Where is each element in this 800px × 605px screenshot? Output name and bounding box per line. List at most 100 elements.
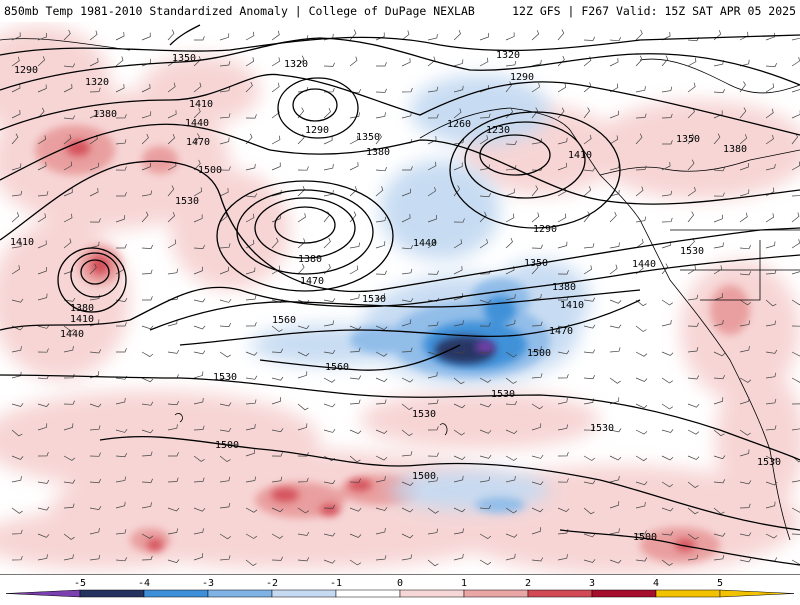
wind-barb (453, 108, 462, 119)
wind-barb (739, 503, 751, 509)
wind-barb (635, 403, 648, 409)
wind-barb (271, 397, 282, 405)
contour-label: 1500 (527, 348, 551, 359)
wind-barb (635, 377, 648, 382)
colorbar-tick-label: 3 (589, 578, 595, 589)
wind-barb (141, 111, 152, 119)
wind-barb (531, 293, 542, 301)
wind-barb (557, 213, 567, 223)
wind-barb (765, 83, 775, 93)
wind-barb (375, 241, 386, 249)
wind-barb (662, 140, 673, 145)
wind-barb (193, 528, 204, 535)
wind-barb (142, 296, 153, 301)
wind-barb (739, 189, 750, 197)
wind-barb (713, 167, 726, 172)
wind-barb (609, 377, 621, 384)
wind-barb (245, 163, 256, 171)
wind-barb (193, 107, 201, 119)
wind-barb (323, 320, 334, 327)
wind-barb (349, 347, 361, 353)
wind-barb (37, 84, 47, 93)
colorbar-high-arrow (719, 589, 795, 598)
wind-barb (167, 559, 180, 564)
wind-barb (245, 114, 257, 119)
wind-barb (375, 88, 387, 93)
wind-barb (271, 533, 284, 539)
wind-barb (401, 268, 413, 275)
wind-barb (11, 83, 21, 93)
wind-barb (557, 55, 565, 67)
wind-barb (505, 294, 516, 301)
wind-barb (297, 55, 305, 67)
wind-barb (323, 428, 336, 433)
wind-barb (11, 265, 20, 275)
wind-barb (687, 322, 699, 327)
wind-barb (739, 480, 752, 485)
wind-barb (609, 428, 622, 433)
height-contours (0, 24, 800, 566)
wind-barb (557, 187, 567, 197)
wind-barb (583, 82, 592, 93)
wind-barb (141, 325, 154, 330)
wind-barb (349, 186, 358, 197)
wind-barb (635, 165, 647, 171)
wind-barb (141, 269, 153, 275)
wind-barb (297, 166, 309, 171)
wind-barb (739, 162, 749, 171)
wind-barb (531, 107, 539, 119)
wind-barb (37, 293, 48, 301)
contour-label: 1530 (491, 389, 515, 400)
colorbar-tick-label: 0 (397, 578, 403, 589)
wind-barb (427, 56, 436, 67)
wind-barb (583, 374, 596, 380)
wind-barb (713, 88, 726, 94)
wind-barb (791, 110, 800, 119)
wind-barb (609, 58, 619, 67)
wind-barb (219, 166, 231, 171)
wind-barb (661, 319, 672, 327)
wind-barb (297, 325, 310, 330)
wind-barb (713, 429, 725, 437)
wind-barb (713, 265, 722, 275)
wind-barb (713, 479, 726, 484)
wind-barb (531, 557, 544, 562)
wind-barb (167, 400, 180, 406)
wind-barb (739, 320, 751, 327)
wind-barb (427, 476, 439, 483)
wind-barb (661, 531, 674, 536)
wind-barb (167, 268, 179, 275)
contour-label: 1530 (213, 372, 237, 383)
wind-barb (297, 238, 306, 249)
wind-barb (401, 377, 414, 383)
wind-barb (375, 351, 388, 357)
colorbar-tick-label: -4 (138, 578, 150, 589)
wind-barb (271, 57, 280, 67)
wind-barb (453, 320, 464, 327)
wind-barb (63, 479, 76, 484)
wind-barb (661, 86, 673, 93)
wind-barb (427, 34, 438, 41)
wind-barb (479, 57, 489, 67)
colorbar-segment (335, 589, 401, 598)
wind-barb (479, 349, 492, 354)
wind-barb (479, 135, 488, 145)
wind-barb (245, 449, 256, 457)
wind-barb (349, 242, 361, 249)
wind-barb (63, 423, 74, 431)
wind-barb (505, 81, 513, 93)
contour-label: 1380 (70, 303, 94, 314)
wind-barb (115, 114, 127, 119)
wind-barb (635, 29, 643, 41)
colorbar-tick-label: 1 (461, 578, 467, 589)
contour-label: 1470 (300, 276, 324, 287)
wind-barb (349, 375, 362, 380)
wind-barb (557, 424, 568, 431)
wind-barb (219, 427, 232, 432)
wind-barb (219, 33, 230, 41)
wind-barb (531, 321, 543, 327)
wind-barb (505, 553, 516, 561)
wind-barb (375, 133, 382, 145)
wind-barb (271, 507, 284, 513)
wind-barb (739, 245, 752, 250)
